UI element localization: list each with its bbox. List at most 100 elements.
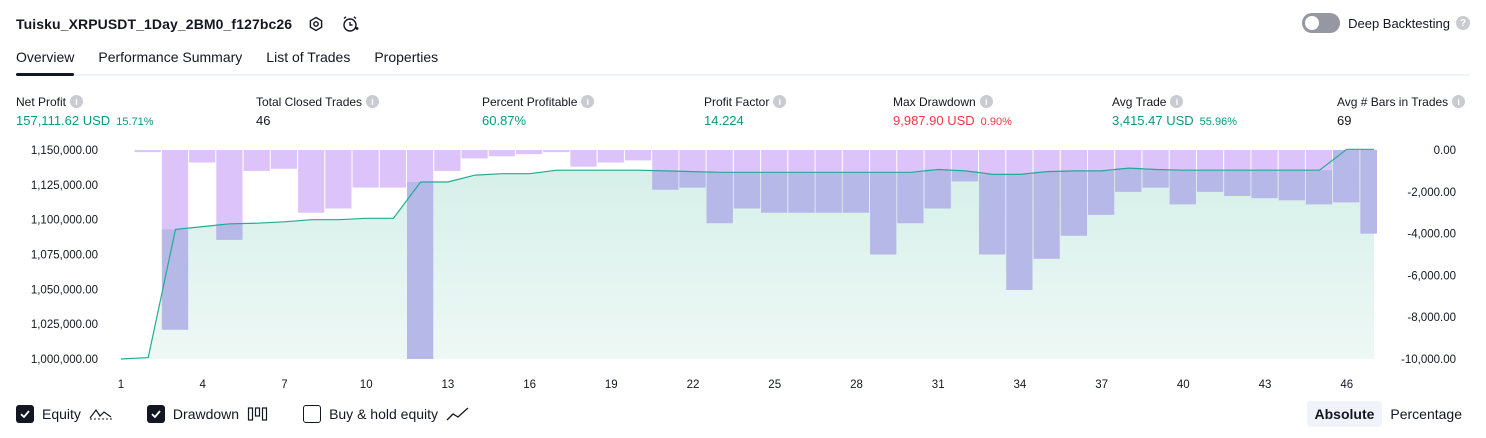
chart-legend: Equity Drawdown Buy & hold equity bbox=[16, 402, 504, 426]
view-mode-switch: Absolute Percentage bbox=[1306, 401, 1471, 427]
stat-percent: 15.71% bbox=[116, 116, 154, 128]
strategy-title: Tuisku_XRPUSDT_1Day_2BM0_f127bc26 bbox=[16, 16, 293, 32]
drawdown-bar-overlap bbox=[1060, 170, 1087, 236]
stat-percent-profitable: Percent Profitable i 60.87% bbox=[482, 94, 595, 128]
drawdown-bar-overlap bbox=[1224, 170, 1251, 196]
stat-net-profit: Net Profit i 157,111.62 USD 15.71% bbox=[16, 94, 154, 129]
drawdown-bar-overlap bbox=[1006, 174, 1033, 290]
left-axis-tick-label: 1,000,000.00 bbox=[31, 354, 98, 366]
equity-drawdown-chart[interactable]: 1,150,000.00 1,125,000.00 1,100,000.00 1,07… bbox=[0, 138, 1486, 394]
info-icon[interactable]: i bbox=[70, 95, 84, 108]
info-icon[interactable]: i bbox=[366, 95, 380, 108]
drawdown-bar-overlap bbox=[1278, 170, 1305, 201]
drawdown-bar bbox=[134, 150, 161, 153]
x-axis-tick-label: 46 bbox=[1340, 379, 1353, 391]
x-axis-tick-label: 19 bbox=[605, 379, 618, 391]
drawdown-bar bbox=[270, 150, 297, 169]
stat-avg-bars: Avg # Bars in Trades i 69 bbox=[1337, 94, 1466, 128]
info-icon[interactable]: i bbox=[581, 95, 595, 108]
right-axis-tick-label: -10,000.00 bbox=[1401, 354, 1456, 366]
stat-percent: 0.90% bbox=[980, 116, 1012, 128]
deep-backtesting-toggle[interactable] bbox=[1302, 13, 1341, 33]
drawdown-bar-overlap bbox=[1305, 170, 1333, 205]
x-axis-tick-label: 7 bbox=[281, 379, 287, 391]
drawdown-bar-overlap bbox=[407, 182, 434, 359]
left-axis-tick-label: 1,025,000.00 bbox=[31, 319, 98, 331]
drawdown-bar-overlap bbox=[870, 172, 897, 255]
gear-icon[interactable] bbox=[306, 14, 326, 34]
drawdown-bar-overlap bbox=[1142, 169, 1169, 188]
deep-backtesting: Deep Backtesting ? bbox=[1302, 13, 1470, 33]
drawdown-bar-overlap bbox=[842, 172, 869, 213]
drawdown-bar-overlap bbox=[1251, 170, 1278, 199]
drawdown-checkbox[interactable] bbox=[146, 405, 165, 423]
stat-max-drawdown: Max Drawdown i 9,987.90 USD 0.90% bbox=[893, 94, 1012, 129]
drawdown-bar bbox=[516, 150, 543, 155]
tab-overview[interactable]: Overview bbox=[16, 46, 75, 76]
drawdown-bar bbox=[461, 150, 488, 159]
stat-value: 9,987.90 USD bbox=[893, 113, 975, 128]
stat-value: 3,415.47 USD bbox=[1112, 113, 1194, 128]
stat-label: Percent Profitable bbox=[482, 94, 578, 109]
stat-value: 157,111.62 USD bbox=[16, 113, 111, 128]
stat-label: Avg # Bars in Trades bbox=[1337, 94, 1449, 109]
drawdown-bar bbox=[543, 150, 570, 153]
x-axis-tick-label: 28 bbox=[850, 379, 863, 391]
left-axis-tick-label: 1,100,000.00 bbox=[31, 215, 98, 227]
stat-value: 60.87% bbox=[482, 113, 527, 128]
right-axis-tick-label: -6,000.00 bbox=[1407, 270, 1456, 282]
x-axis-tick-label: 1 bbox=[118, 379, 124, 391]
drawdown-bar bbox=[243, 150, 270, 171]
drawdown-bar bbox=[298, 150, 325, 213]
deep-backtesting-label: Deep Backtesting bbox=[1348, 15, 1450, 31]
drawdown-bar-overlap bbox=[897, 172, 924, 224]
info-icon[interactable]: i bbox=[1170, 95, 1184, 108]
tab-list-of-trades[interactable]: List of Trades bbox=[266, 49, 351, 65]
legend-equity[interactable]: Equity bbox=[16, 405, 113, 423]
tab-performance-summary[interactable]: Performance Summary bbox=[98, 49, 243, 65]
percentage-button[interactable]: Percentage bbox=[1390, 406, 1462, 422]
info-icon[interactable]: i bbox=[979, 95, 993, 108]
info-icon[interactable]: i bbox=[1452, 95, 1466, 108]
absolute-button[interactable]: Absolute bbox=[1306, 401, 1383, 427]
drawdown-bar-overlap bbox=[1115, 168, 1142, 192]
drawdown-bar-overlap bbox=[979, 174, 1006, 255]
drawdown-bar bbox=[570, 150, 597, 167]
equity-area bbox=[121, 149, 1374, 359]
left-axis-tick-label: 1,150,000.00 bbox=[31, 145, 98, 157]
drawdown-bar bbox=[379, 150, 406, 188]
x-axis-tick-label: 22 bbox=[687, 379, 700, 391]
drawdown-bar bbox=[624, 150, 652, 161]
x-axis-tick-label: 40 bbox=[1177, 379, 1190, 391]
help-icon[interactable]: ? bbox=[1456, 16, 1470, 30]
drawdown-bar bbox=[352, 150, 379, 188]
equity-line bbox=[120, 148, 1374, 360]
left-axis-tick-label: 1,075,000.00 bbox=[31, 250, 98, 262]
stat-label: Profit Factor bbox=[704, 94, 770, 109]
legend-label: Buy & hold equity bbox=[329, 406, 439, 422]
drawdown-bar bbox=[488, 150, 515, 157]
stats-row: Net Profit i 157,111.62 USD 15.71% Total C… bbox=[16, 94, 1470, 130]
equity-checkbox[interactable] bbox=[16, 405, 34, 423]
drawdown-bar-overlap bbox=[761, 172, 788, 213]
info-icon[interactable]: i bbox=[773, 95, 787, 108]
stat-label: Avg Trade bbox=[1112, 94, 1167, 109]
legend-drawdown[interactable]: Drawdown bbox=[146, 405, 269, 423]
drawdown-bars-icon bbox=[247, 406, 269, 422]
alarm-clock-add-icon[interactable] bbox=[340, 14, 360, 34]
legend-buy-hold[interactable]: Buy & hold equity bbox=[303, 405, 470, 423]
right-axis-tick-label: 0.00 bbox=[1434, 145, 1456, 157]
stat-total-closed-trades: Total Closed Trades i 46 bbox=[256, 94, 380, 128]
buy-hold-checkbox[interactable] bbox=[303, 405, 322, 423]
drawdown-bar-overlap bbox=[1088, 170, 1115, 215]
drawdown-bar bbox=[597, 150, 624, 163]
drawdown-bar bbox=[434, 150, 461, 171]
stat-value: 46 bbox=[256, 113, 271, 128]
drawdown-bar-overlap bbox=[706, 172, 733, 224]
tab-properties[interactable]: Properties bbox=[374, 49, 439, 65]
drawdown-bar-overlap bbox=[679, 171, 706, 188]
left-axis-tick-label: 1,050,000.00 bbox=[31, 284, 98, 296]
drawdown-bar-overlap bbox=[951, 170, 978, 182]
right-axis-tick-label: -8,000.00 bbox=[1407, 312, 1456, 324]
stat-label: Max Drawdown bbox=[893, 94, 976, 109]
